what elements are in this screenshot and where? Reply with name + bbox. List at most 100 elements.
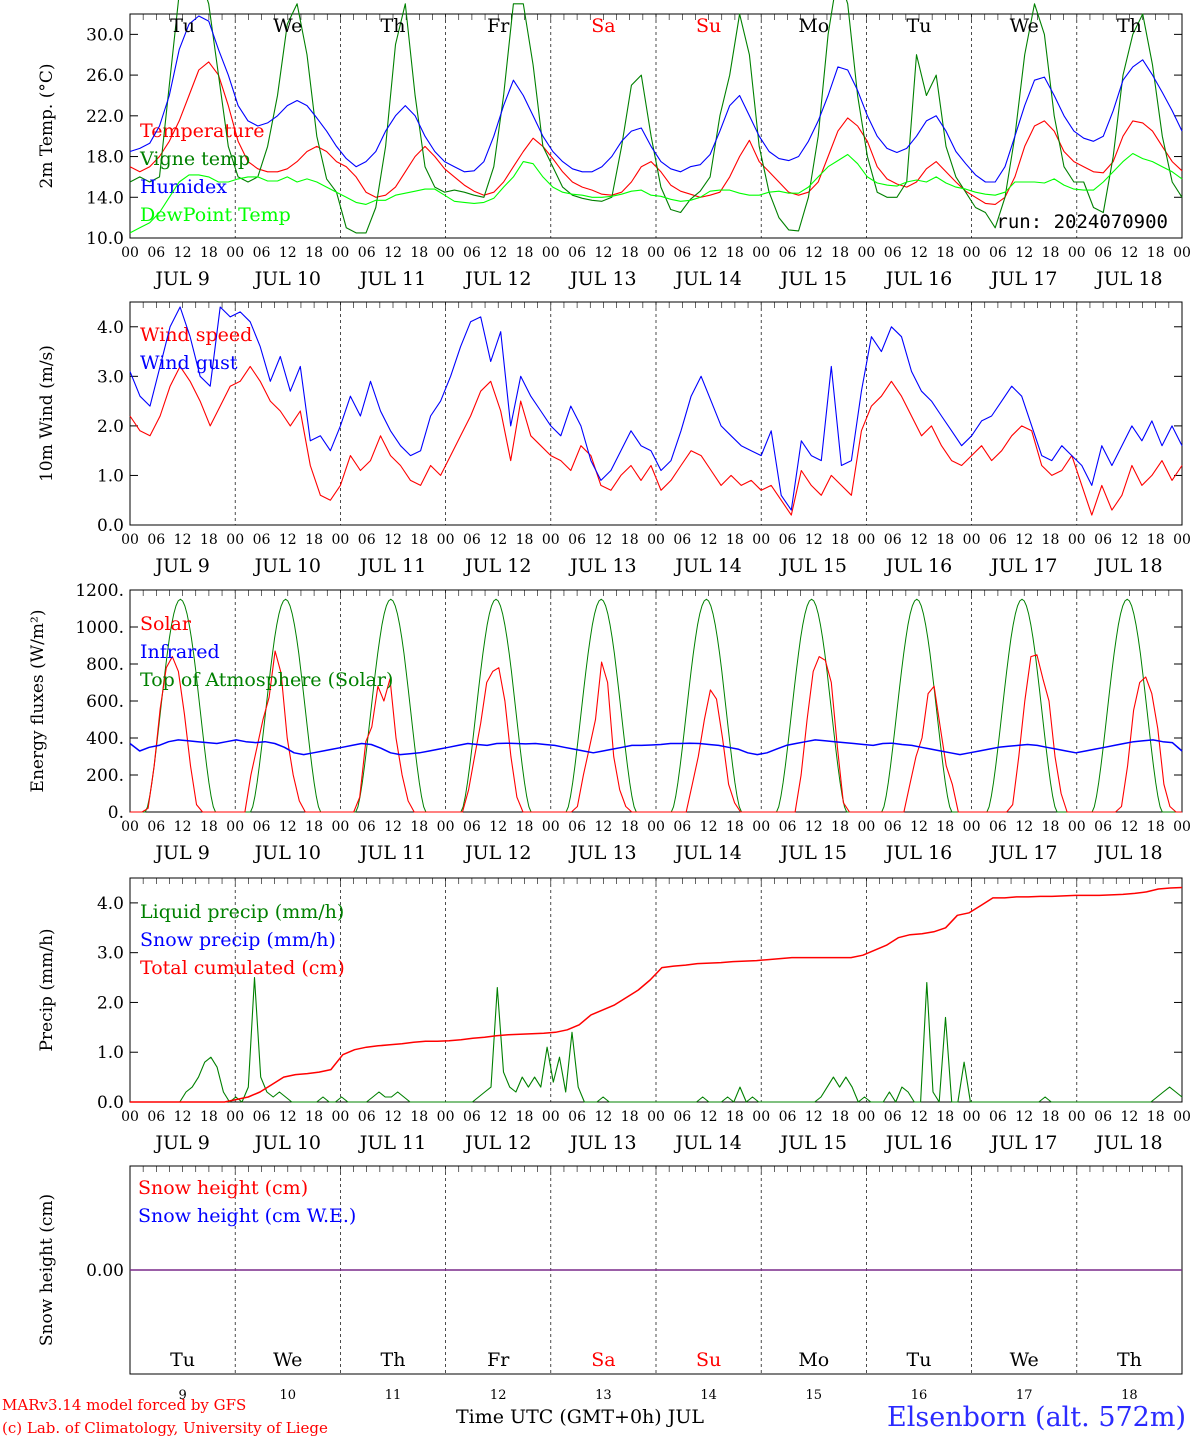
hour-tick-label: 06 — [884, 819, 902, 835]
day-label: JUL 15 — [779, 268, 847, 290]
hour-tick-label: 06 — [147, 532, 165, 548]
day-label: JUL 10 — [253, 268, 321, 290]
weekday-label: Su — [696, 1349, 721, 1371]
day-label: JUL 18 — [1094, 268, 1162, 290]
hour-tick-label: 06 — [673, 532, 691, 548]
hour-tick-label: 00 — [647, 532, 665, 548]
hour-tick-label: 18 — [831, 532, 849, 548]
legend-snow-height-cm-: Snow height (cm) — [138, 1177, 308, 1199]
y-tick-label: 0. — [108, 803, 124, 823]
day-label: JUL 15 — [779, 1132, 847, 1154]
hour-tick-label: 00 — [1068, 819, 1086, 835]
hour-tick-label: 00 — [542, 819, 560, 835]
hour-tick-label: 12 — [384, 532, 402, 548]
legend-total-cumulated-cm-: Total cumulated (cm) — [140, 957, 345, 979]
series-humidex — [129, 15, 1183, 183]
hour-tick-label: 06 — [673, 819, 691, 835]
y-tick-label: 0.0 — [97, 1093, 124, 1113]
day-label: JUL 10 — [253, 1132, 321, 1154]
hour-tick-label: 00 — [226, 819, 244, 835]
hour-tick-label: 00 — [752, 245, 770, 261]
hour-tick-label: 00 — [963, 819, 981, 835]
y-axis-title: 2m Temp. (°C) — [37, 63, 57, 188]
hour-tick-label: 12 — [1015, 1109, 1033, 1125]
hour-tick-label: 12 — [174, 245, 192, 261]
hour-tick-label: 12 — [594, 532, 612, 548]
day-label: JUL 13 — [568, 842, 636, 864]
hour-tick-label: 00 — [437, 1109, 455, 1125]
panel-frame-2 — [129, 301, 1183, 526]
day-label: JUL 14 — [673, 555, 741, 577]
hour-tick-label: 18 — [1042, 819, 1060, 835]
hour-tick-label: 18 — [200, 819, 218, 835]
hour-tick-label: 06 — [253, 819, 271, 835]
hour-tick-label: 18 — [410, 532, 428, 548]
hour-tick-label: 06 — [779, 1109, 797, 1125]
day-label: JUL 14 — [673, 268, 741, 290]
hour-tick-label: 18 — [1042, 532, 1060, 548]
day-label: JUL 17 — [989, 555, 1057, 577]
hour-tick-label: 12 — [594, 819, 612, 835]
hour-tick-label: 18 — [621, 1109, 639, 1125]
day-label: JUL 16 — [884, 842, 952, 864]
hour-tick-label: 12 — [384, 819, 402, 835]
hour-tick-label: 00 — [857, 245, 875, 261]
hour-tick-label: 06 — [779, 532, 797, 548]
hour-tick-label: 18 — [1042, 1109, 1060, 1125]
hour-tick-label: 18 — [831, 245, 849, 261]
y-tick-label: 200. — [86, 766, 124, 786]
y-tick-label: 0.00 — [86, 1261, 124, 1281]
hour-tick-label: 12 — [174, 532, 192, 548]
hour-tick-label: 12 — [700, 245, 718, 261]
hour-tick-label: 06 — [358, 1109, 376, 1125]
hour-tick-label: 00 — [121, 245, 139, 261]
y-axis-title: Precip (mm/h) — [37, 928, 57, 1051]
hour-tick-label: 00 — [857, 819, 875, 835]
hour-tick-label: 12 — [174, 819, 192, 835]
hour-tick-label: 18 — [726, 1109, 744, 1125]
series-wind-gust — [129, 306, 1183, 511]
y-tick-label: 14.0 — [86, 188, 124, 208]
day-number: 16 — [911, 1388, 928, 1403]
day-number: 18 — [1121, 1388, 1138, 1403]
hour-tick-label: 00 — [121, 1109, 139, 1125]
hour-tick-label: 18 — [516, 819, 534, 835]
hour-tick-label: 06 — [568, 245, 586, 261]
day-number: 12 — [490, 1388, 507, 1403]
hour-tick-label: 06 — [673, 245, 691, 261]
hour-tick-label: 12 — [1120, 532, 1138, 548]
y-tick-label: 2.0 — [97, 993, 124, 1013]
hour-tick-label: 12 — [279, 245, 297, 261]
day-label: JUL 12 — [463, 842, 531, 864]
legend-dewpoint-temp: DewPoint Temp — [140, 204, 291, 226]
day-label: JUL 17 — [989, 1132, 1057, 1154]
hour-tick-label: 00 — [542, 532, 560, 548]
hour-tick-label: 12 — [910, 1109, 928, 1125]
hour-tick-label: 18 — [1147, 819, 1165, 835]
hour-tick-label: 12 — [805, 819, 823, 835]
day-label: JUL 10 — [253, 555, 321, 577]
hour-tick-label: 06 — [358, 819, 376, 835]
hour-tick-label: 12 — [700, 819, 718, 835]
hour-tick-label: 06 — [463, 1109, 481, 1125]
hour-tick-label: 06 — [358, 245, 376, 261]
weekday-label: Fr — [487, 15, 510, 37]
day-label: JUL 12 — [463, 268, 531, 290]
hour-tick-label: 00 — [857, 532, 875, 548]
hour-tick-label: 12 — [910, 245, 928, 261]
hour-tick-label: 18 — [410, 1109, 428, 1125]
weekday-label: Mo — [798, 1349, 829, 1371]
hour-tick-label: 00 — [963, 1109, 981, 1125]
day-label: JUL 18 — [1094, 555, 1162, 577]
hour-tick-label: 18 — [410, 245, 428, 261]
day-number: 11 — [385, 1388, 402, 1403]
hour-tick-label: 00 — [226, 1109, 244, 1125]
series-vigne-temp — [129, 0, 1183, 234]
model-credit: MARv3.14 model forced by GFS — [2, 1396, 247, 1414]
hour-tick-label: 00 — [437, 532, 455, 548]
weekday-label: Th — [1117, 15, 1142, 37]
hour-tick-label: 18 — [621, 532, 639, 548]
day-label: JUL 15 — [779, 842, 847, 864]
day-label: JUL 16 — [884, 268, 952, 290]
hour-tick-label: 12 — [489, 532, 507, 548]
